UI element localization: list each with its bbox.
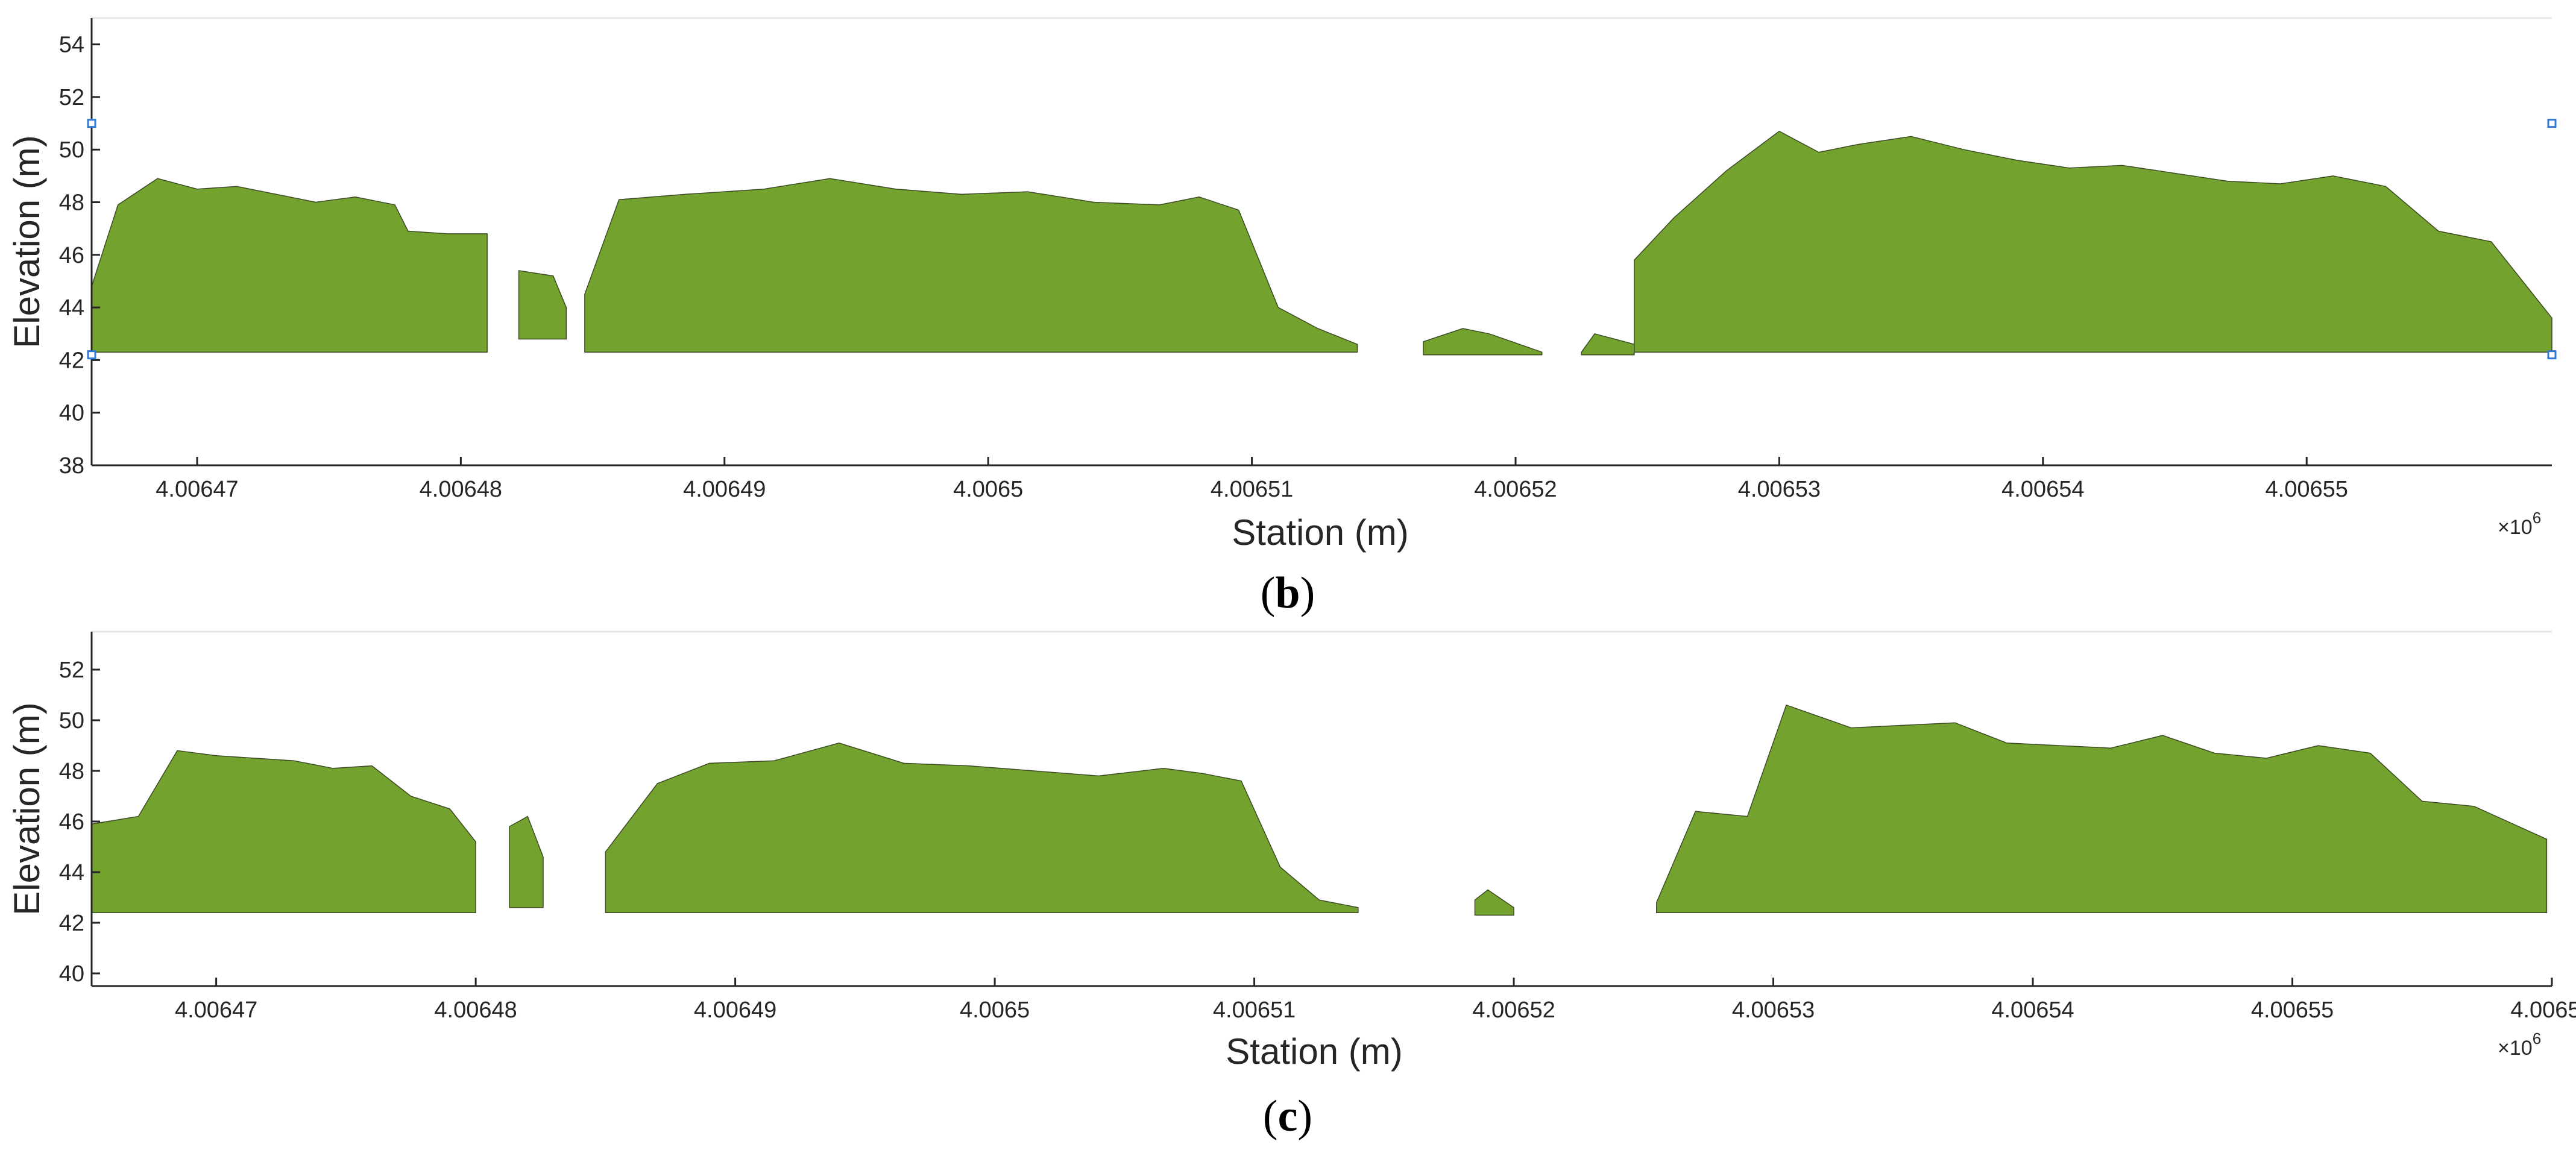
x-tick-label: 4.00651 [1211, 477, 1293, 502]
selection-handle[interactable] [2547, 119, 2557, 128]
x-tick-label: 4.00651 [1213, 997, 1296, 1023]
x-tick-label: 4.00647 [175, 997, 257, 1023]
y-ticks-b: 38 40 42 44 46 48 50 52 54 [59, 33, 100, 479]
y-tick-label: 46 [59, 243, 84, 268]
x-axis-label-c: Station (m) [1226, 1031, 1402, 1072]
x-tick-label: 4.00653 [1732, 997, 1815, 1023]
mesh-segment-5-b [1581, 333, 1635, 356]
y-tick-label: 54 [59, 33, 84, 58]
mesh-segment-2-c [509, 815, 544, 908]
selection-handle[interactable] [2547, 350, 2557, 360]
x-tick-label: 4.0065 [960, 997, 1030, 1023]
y-tick-label: 42 [59, 911, 84, 936]
y-tick-label: 38 [59, 453, 84, 479]
x-tick-label: 4.00649 [694, 997, 776, 1023]
x-multiplier-exp-b: 6 [2533, 509, 2541, 527]
y-tick-label: 50 [59, 708, 84, 734]
x-multiplier-base-b: ×10 [2498, 516, 2533, 539]
y-axis-label-b: Elevation (m) [7, 135, 47, 348]
x-tick-label: 4.00652 [1472, 997, 1555, 1023]
plot-area-b [91, 130, 2552, 356]
y-tick-label: 52 [59, 658, 84, 683]
y-tick-label: 44 [59, 860, 84, 885]
panel-b: 38 40 42 44 46 48 50 52 54 4.00647 4.00648 4.00649… [7, 17, 2557, 618]
x-ticks-b: 4.00647 4.00648 4.00649 4.0065 4.00651 4.0065… [156, 457, 2348, 502]
x-tick-label: 4.00655 [2266, 477, 2348, 502]
caption-b: (b) [1261, 568, 1315, 618]
mesh-segment-4-c [1474, 889, 1514, 916]
x-tick-label: 4.00654 [1991, 997, 2074, 1023]
x-tick-label: 4.00652 [1474, 477, 1557, 502]
x-multiplier-c: ×106 [2498, 1029, 2541, 1060]
mesh-segment-3-c [605, 743, 1359, 913]
x-axis-label-b: Station (m) [1232, 512, 1408, 553]
x-tick-label: 4.00648 [420, 477, 502, 502]
y-tick-label: 46 [59, 809, 84, 835]
x-tick-label: 4.00654 [2001, 477, 2084, 502]
y-tick-label: 48 [59, 190, 84, 216]
mesh-segment-5-c [1656, 704, 2548, 913]
x-multiplier-b: ×106 [2498, 509, 2541, 539]
caption-c: (c) [1263, 1092, 1312, 1141]
x-tick-label: 4.00653 [1738, 477, 1821, 502]
y-tick-label: 44 [59, 295, 84, 321]
mesh-segment-1-c [91, 750, 476, 913]
x-tick-label: 4.0065 [953, 477, 1023, 502]
caption-letter-c: c [1278, 1092, 1298, 1141]
x-multiplier-base-c: ×10 [2498, 1037, 2533, 1060]
y-tick-label: 40 [59, 961, 84, 987]
x-multiplier-exp-c: 6 [2533, 1029, 2541, 1048]
mesh-segment-4-b [1423, 328, 1543, 356]
y-tick-label: 40 [59, 401, 84, 426]
mesh-segment-3-b [584, 178, 1358, 353]
mesh-segment-2-b [518, 270, 567, 340]
mesh-segment-1-b [91, 178, 488, 353]
y-tick-label: 52 [59, 85, 84, 110]
mesh-segment-6-b [1634, 130, 2552, 353]
x-tick-label: 4.00647 [156, 477, 238, 502]
y-tick-label: 48 [59, 759, 84, 784]
y-tick-label: 42 [59, 348, 84, 373]
selection-handle[interactable] [87, 119, 96, 128]
caption-letter-b: b [1275, 568, 1300, 618]
selection-handles-b [87, 119, 2557, 360]
plot-area-c [91, 704, 2548, 916]
selection-handle[interactable] [87, 350, 96, 360]
x-tick-label: 4.00655 [2251, 997, 2334, 1023]
x-tick-label: 4.00656 [2510, 997, 2576, 1023]
y-axis-label-c: Elevation (m) [7, 702, 47, 915]
y-tick-label: 50 [59, 137, 84, 163]
x-tick-label: 4.00648 [434, 997, 517, 1023]
x-tick-label: 4.00649 [683, 477, 766, 502]
y-ticks-c: 40 42 44 46 48 50 52 [59, 658, 100, 987]
x-ticks-c: 4.00647 4.00648 4.00649 4.0065 4.00651 4.0065… [175, 978, 2576, 1023]
